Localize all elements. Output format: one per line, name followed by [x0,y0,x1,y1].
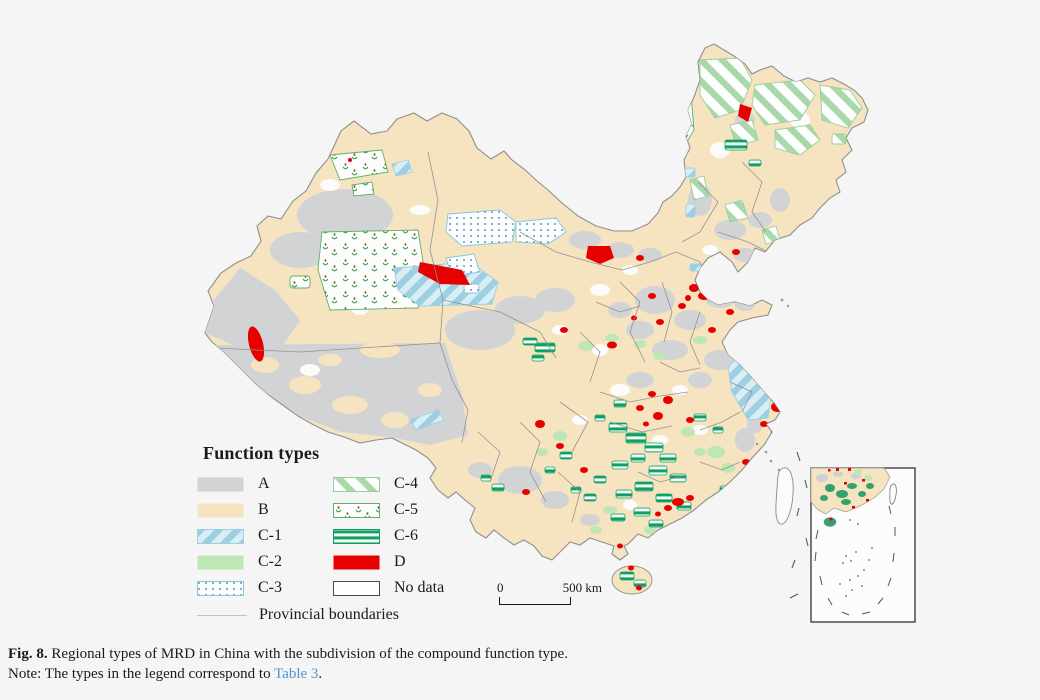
legend-swatch-b [197,503,244,518]
legend-swatch-no-data [333,580,380,596]
inset-dash-line [814,505,896,616]
caption-text: Regional types of MRD in China with the … [51,646,568,662]
legend-label-d: D [394,553,406,570]
legend-item-no-data: No data [333,575,483,601]
inset-hainan [823,517,837,527]
legend-swatch-c6 [333,528,380,544]
scale-start-label: 0 [497,580,504,595]
legend-label-c5: C-5 [394,501,418,518]
legend-title: Function types [203,443,320,463]
boundary-line-swatch [197,614,247,616]
scale-end-label: 500 km [562,580,602,595]
type-a-gray-regions [205,112,790,526]
sea-islands-dashes [755,298,809,599]
inset-map [810,467,916,623]
legend-swatch-c2 [197,555,244,570]
scale-bar-rule [499,597,571,605]
provincial-boundaries [213,151,769,523]
type-c2-patches [536,140,798,534]
legend-item-c5: C-5 [333,497,483,523]
caption-line-2: Note: The types in the legend correspond… [8,664,908,684]
legend-item-c4: C-4 [333,471,483,497]
note-period: . [318,666,323,682]
type-c6-patches [480,139,762,528]
caption-line-1: Fig. 8. Regional types of MRD in China w… [8,644,908,664]
figure-caption: Fig. 8. Regional types of MRD in China w… [8,644,908,684]
legend-item-provincial-boundaries: Provincial boundaries [197,603,483,627]
type-c4-patches [689,57,863,245]
legend-item-c3: C-3 [197,575,333,601]
type-c3-patches [445,209,567,294]
legend-swatch-d [333,555,380,570]
inset-taiwan [889,483,897,505]
type-b-tan-patches [251,342,442,428]
table-3-link[interactable]: Table 3 [274,666,319,682]
note-text: Note: The types in the legend correspond… [8,666,275,682]
scale-bar: 0 500 km [492,580,602,605]
legend-label-c3: C-3 [258,579,282,596]
legend-label-c6: C-6 [394,527,418,544]
legend-item-a: A [197,471,333,497]
legend-label-c2: C-2 [258,553,282,570]
legend-swatch-a [197,477,244,492]
legend-item-d: D [333,549,483,575]
legend-label-a: A [258,475,270,492]
legend-label-no-data: No data [394,579,445,596]
legend-label-b: B [258,501,269,518]
hainan-island [611,565,653,595]
legend-swatch-c1 [197,528,244,544]
legend-swatch-c5 [333,502,380,518]
legend-label-c1: C-1 [258,527,282,544]
inset-island-specks [839,519,873,597]
legend-swatch-c4 [333,476,380,492]
map-legend: Function types A B C-1 C-2 [197,443,483,627]
legend-item-c2: C-2 [197,549,333,575]
legend-label-c4: C-4 [394,475,418,492]
legend-item-b: B [197,497,333,523]
legend-item-c6: C-6 [333,523,483,549]
figure-label: Fig. 8. [8,646,48,662]
legend-label-provincial-boundaries: Provincial boundaries [259,606,399,623]
legend-swatch-c3 [197,580,244,596]
legend-item-c1: C-1 [197,523,333,549]
taiwan-island [775,467,794,525]
